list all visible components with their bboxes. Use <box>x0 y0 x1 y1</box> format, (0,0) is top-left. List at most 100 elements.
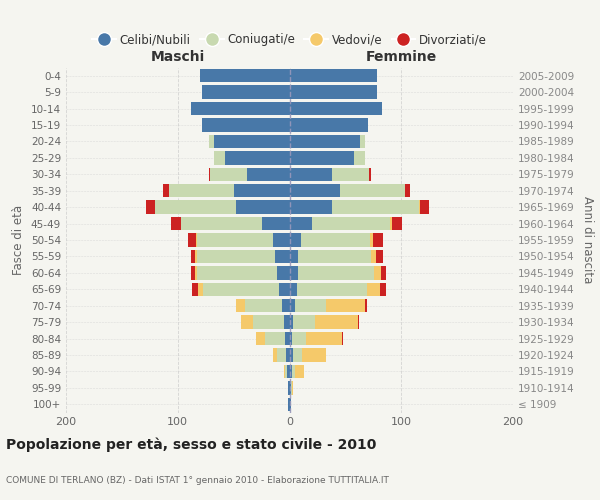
Bar <box>290 381 292 394</box>
Bar <box>298 282 367 296</box>
Bar <box>312 217 390 230</box>
Bar <box>285 364 287 378</box>
Text: Popolazione per età, sesso e stato civile - 2010: Popolazione per età, sesso e stato civil… <box>6 438 376 452</box>
Bar <box>194 250 197 263</box>
Bar <box>277 266 290 280</box>
Bar <box>287 364 290 378</box>
Bar <box>191 266 194 280</box>
Bar <box>290 69 377 82</box>
Bar <box>298 266 374 280</box>
Bar <box>192 282 198 296</box>
Bar <box>290 348 293 362</box>
Bar <box>419 200 420 214</box>
Bar <box>292 364 295 378</box>
Bar <box>285 332 290 345</box>
Bar <box>381 266 386 280</box>
Bar <box>290 282 298 296</box>
Bar <box>295 364 304 378</box>
Bar <box>301 234 370 246</box>
Bar <box>340 184 404 198</box>
Bar <box>284 364 285 378</box>
Bar <box>214 134 290 148</box>
Bar <box>292 332 306 345</box>
Text: Maschi: Maschi <box>151 50 205 64</box>
Bar <box>292 381 293 394</box>
Bar <box>202 118 290 132</box>
Bar <box>290 364 292 378</box>
Bar <box>290 151 355 164</box>
Bar <box>194 266 197 280</box>
Y-axis label: Anni di nascita: Anni di nascita <box>581 196 594 284</box>
Bar <box>326 299 365 312</box>
Bar <box>290 184 340 198</box>
Bar <box>289 398 290 411</box>
Bar <box>342 332 343 345</box>
Bar <box>253 316 284 329</box>
Bar <box>181 217 262 230</box>
Bar <box>247 168 290 181</box>
Bar <box>236 200 290 214</box>
Bar <box>155 200 236 214</box>
Bar <box>295 299 326 312</box>
Bar <box>332 200 419 214</box>
Bar <box>171 217 181 230</box>
Bar <box>241 316 253 329</box>
Bar <box>277 348 286 362</box>
Bar <box>233 184 290 198</box>
Bar <box>163 184 169 198</box>
Bar <box>245 299 281 312</box>
Bar <box>355 151 365 164</box>
Bar <box>293 316 315 329</box>
Bar <box>290 168 332 181</box>
Bar <box>369 168 371 181</box>
Bar <box>286 348 290 362</box>
Bar <box>210 168 247 181</box>
Bar <box>203 282 280 296</box>
Bar <box>197 234 273 246</box>
Bar <box>196 234 197 246</box>
Bar <box>273 348 277 362</box>
Bar <box>200 69 290 82</box>
Bar <box>293 348 302 362</box>
Bar <box>265 332 285 345</box>
Bar <box>367 282 380 296</box>
Bar <box>290 217 312 230</box>
Bar <box>302 348 326 362</box>
Bar <box>290 134 360 148</box>
Bar <box>373 234 383 246</box>
Bar <box>332 168 369 181</box>
Bar <box>290 316 293 329</box>
Bar <box>380 282 386 296</box>
Bar <box>392 217 403 230</box>
Bar <box>256 332 265 345</box>
Bar <box>280 282 290 296</box>
Legend: Celibi/Nubili, Coniugati/e, Vedovi/e, Divorziati/e: Celibi/Nubili, Coniugati/e, Vedovi/e, Di… <box>88 28 491 51</box>
Bar <box>370 234 373 246</box>
Bar <box>197 250 275 263</box>
Bar <box>236 299 245 312</box>
Bar <box>146 200 155 214</box>
Bar <box>371 250 376 263</box>
Bar <box>202 86 290 99</box>
Bar <box>262 217 290 230</box>
Bar <box>374 266 381 280</box>
Text: Femmine: Femmine <box>365 50 437 64</box>
Bar <box>365 299 367 312</box>
Bar <box>188 234 196 246</box>
Bar <box>376 250 383 263</box>
Bar <box>224 151 290 164</box>
Bar <box>290 118 368 132</box>
Bar <box>290 86 377 99</box>
Bar <box>404 184 410 198</box>
Bar <box>360 134 365 148</box>
Bar <box>358 316 359 329</box>
Bar <box>191 102 290 116</box>
Bar <box>275 250 290 263</box>
Text: COMUNE DI TERLANO (BZ) - Dati ISTAT 1° gennaio 2010 - Elaborazione TUTTITALIA.IT: COMUNE DI TERLANO (BZ) - Dati ISTAT 1° g… <box>6 476 389 485</box>
Y-axis label: Fasce di età: Fasce di età <box>13 205 25 275</box>
Bar <box>191 250 194 263</box>
Bar <box>273 234 290 246</box>
Bar <box>290 234 301 246</box>
Bar <box>214 151 224 164</box>
Bar <box>284 316 290 329</box>
